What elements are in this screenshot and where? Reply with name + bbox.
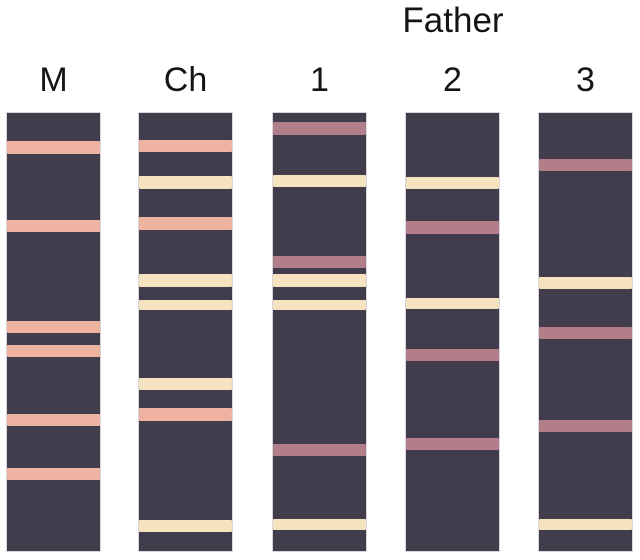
gel-band-mauve (406, 221, 499, 234)
gel-lane-M (6, 112, 101, 552)
gel-lane-1 (272, 112, 367, 552)
lane-label-M: M (39, 61, 68, 99)
father-group-title: Father (402, 1, 504, 40)
gel-band-salmon (7, 220, 100, 232)
gel-band-mauve (273, 256, 366, 268)
lane-label-3: 3 (576, 61, 595, 99)
gel-band-salmon (7, 414, 100, 426)
gel-lane-3 (538, 112, 633, 552)
gel-band-cream (139, 378, 232, 390)
gel-band-salmon (7, 468, 100, 480)
lane-label-1: 1 (310, 61, 329, 99)
gel-band-salmon (139, 217, 232, 230)
gel-band-cream (273, 175, 366, 187)
gel-band-cream (539, 277, 632, 289)
gel-band-mauve (539, 327, 632, 339)
gel-band-cream (139, 520, 232, 532)
gel-band-cream (406, 298, 499, 309)
gel-band-cream (139, 176, 232, 189)
gel-band-salmon (7, 345, 100, 357)
gel-lane-Ch (138, 112, 233, 552)
lane-label-Ch: Ch (163, 61, 208, 99)
gel-band-cream (406, 177, 499, 189)
gel-band-cream (139, 300, 232, 310)
gel-band-cream (539, 519, 632, 530)
gel-band-cream (139, 274, 232, 287)
gel-band-mauve (406, 438, 499, 450)
gel-band-mauve (273, 444, 366, 456)
gel-band-cream (273, 519, 366, 530)
gel-band-salmon (7, 141, 100, 154)
gel-band-cream (273, 300, 366, 310)
lane-label-2: 2 (443, 61, 462, 99)
gel-band-mauve (406, 349, 499, 361)
gel-band-salmon (7, 321, 100, 333)
gel-band-salmon (139, 408, 232, 421)
gel-band-salmon (139, 140, 232, 152)
gel-band-cream (273, 274, 366, 287)
gel-band-mauve (273, 122, 366, 135)
gel-band-mauve (539, 159, 632, 171)
gel-lane-2 (405, 112, 500, 552)
gel-band-mauve (539, 420, 632, 432)
